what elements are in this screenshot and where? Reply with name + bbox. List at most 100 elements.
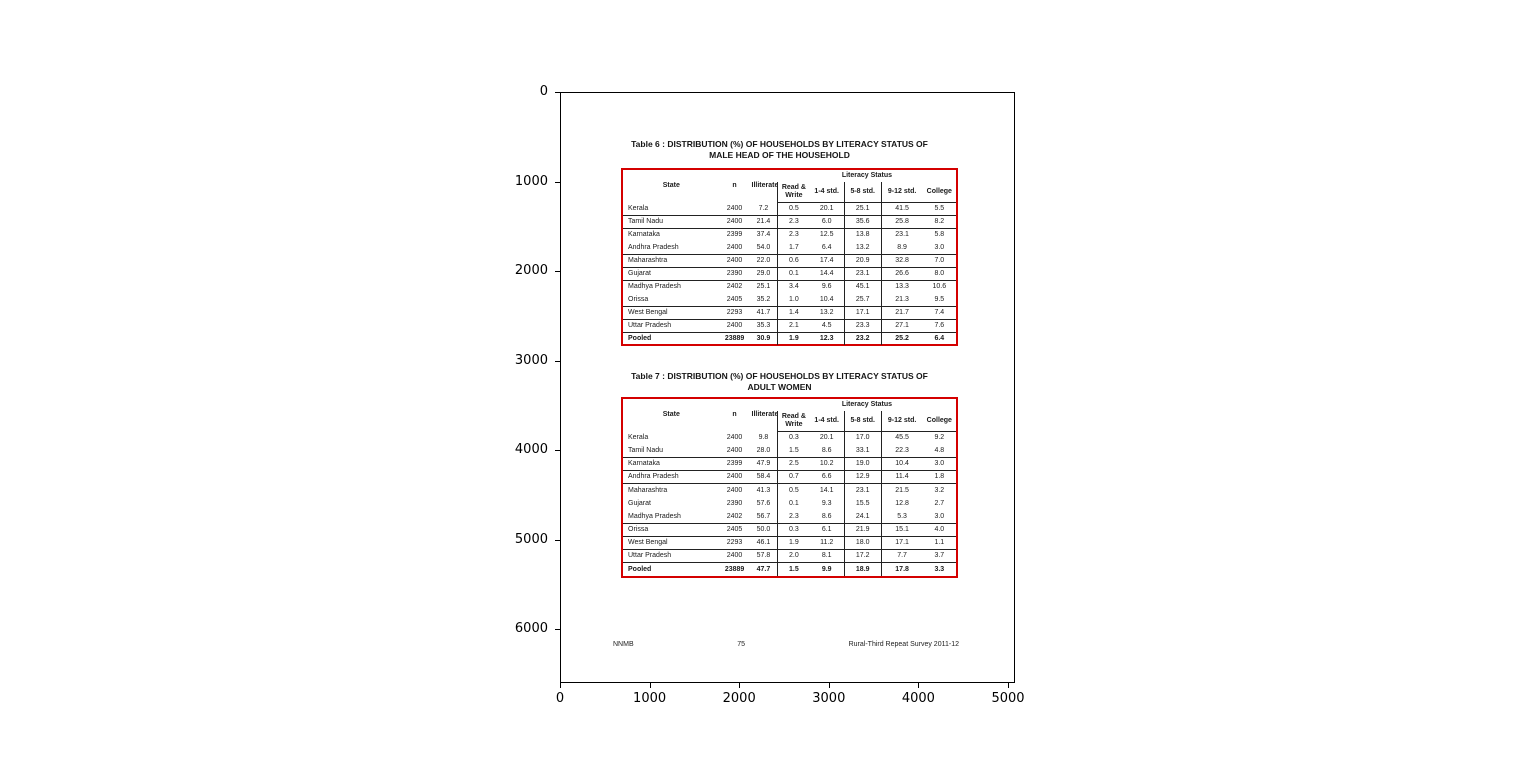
literacy-status-span-header: Literacy Status: [841, 401, 892, 409]
value-cell: 11.2: [809, 536, 845, 551]
state-name-cell: Uttar Pradesh: [623, 549, 720, 564]
table-row: Gujarat 2390 57.6 0.1 9.3 15.5 12.8 2.7: [623, 496, 956, 511]
value-cell: 30.9: [756, 335, 771, 342]
value-cell: 47.9: [749, 457, 778, 472]
table-row: Maharashtra 2400 41.3 0.5 14.1 23.1 21.5 3.2: [623, 483, 956, 497]
value-cell: 28.0: [749, 444, 778, 458]
value-cell: 0.5: [777, 483, 810, 497]
value-cell: 6.4: [809, 241, 845, 255]
value-cell: 2400: [726, 486, 743, 494]
footer-right: Rural-Third Repeat Survey 2011-12: [848, 641, 959, 648]
value-cell: 21.9: [843, 523, 882, 537]
value-cell: 1.4: [777, 306, 810, 320]
state-name-cell: Kerala: [623, 202, 720, 216]
table-row: Kerala 2400 7.2 0.5 20.1 25.1 41.5 5.5: [623, 202, 956, 216]
table-row: Maharashtra 2400 22.0 0.6 17.4 20.9 32.8 7.0: [623, 254, 956, 268]
value-cell: 3.0: [922, 457, 956, 472]
value-cell: 22.3: [880, 444, 923, 458]
state-name-cell: Tamil Nadu: [623, 444, 720, 458]
x-tick-label: 1000: [633, 691, 667, 706]
value-cell: 23.1: [880, 228, 923, 241]
value-cell: 2400: [719, 202, 750, 216]
table-row: Tamil Nadu 2400 28.0 1.5 8.6 33.1 22.3 4.8: [623, 444, 956, 458]
value-cell: 12.3: [819, 335, 834, 342]
value-cell: 2.1: [777, 319, 810, 333]
table-row: Karnataka 2399 37.4 2.3 12.5 13.8 23.1 5.8: [623, 228, 956, 241]
value-cell: 27.1: [880, 319, 923, 333]
value-cell: 2405: [719, 523, 750, 537]
value-cell: 14.4: [809, 267, 845, 281]
value-cell: 6.4: [934, 335, 945, 342]
column-header: College: [922, 411, 956, 432]
column-header: Read & Write: [777, 182, 810, 203]
value-cell: 2399: [719, 457, 750, 472]
value-cell: 13.3: [880, 280, 923, 293]
value-cell: 12.8: [880, 496, 923, 511]
value-cell: 13.8: [843, 228, 882, 241]
value-cell: 23.1: [843, 267, 882, 281]
value-cell: 13.2: [809, 306, 845, 320]
value-cell: 23889: [724, 335, 745, 342]
y-tick-mark: [555, 539, 560, 541]
value-cell: 2400: [719, 470, 750, 485]
scanned-document-page: Table 6 : DISTRIBUTION (%) OF HOUSEHOLDS…: [561, 93, 1014, 682]
column-header: Read & Write: [777, 411, 810, 432]
table6-title-line1: Table 6 : DISTRIBUTION (%) OF HOUSEHOLDS…: [631, 139, 928, 149]
value-cell: 23.1: [843, 483, 882, 497]
column-header: Illiterate: [751, 182, 778, 190]
y-tick-mark: [555, 181, 560, 183]
value-cell: 2.7: [934, 499, 945, 507]
value-cell: 9.9: [821, 565, 832, 573]
value-cell: 25.8: [880, 215, 923, 229]
value-cell: 21.3: [880, 293, 923, 307]
value-cell: 35.3: [749, 319, 778, 333]
table-row: Madhya Pradesh 2402 56.7 2.3 8.6 24.1 5.3 3.0: [623, 510, 956, 524]
column-header: Illiterate: [751, 411, 778, 419]
table-row: Orissa 2405 50.0 0.3 6.1 21.9 15.1 4.0: [623, 523, 956, 537]
value-cell: 29.0: [749, 267, 778, 281]
value-cell: 3.7: [922, 549, 956, 564]
value-cell: 0.7: [777, 470, 810, 485]
value-cell: 2293: [719, 536, 750, 551]
y-tick-label: 2000: [514, 263, 548, 278]
value-cell: 20.1: [809, 202, 845, 216]
value-cell: 6.1: [809, 523, 845, 537]
value-cell: 2293: [719, 306, 750, 320]
value-cell: 3.4: [777, 280, 810, 293]
y-tick-mark: [555, 360, 560, 362]
y-tick-mark: [555, 92, 560, 93]
state-name-cell: Kerala: [628, 433, 649, 441]
table6-title: Table 6 : DISTRIBUTION (%) OF HOUSEHOLDS…: [601, 139, 958, 161]
y-tick-mark: [555, 629, 560, 630]
value-cell: 10.4: [880, 457, 923, 472]
state-name-cell: Maharashtra: [623, 254, 720, 268]
value-cell: 58.4: [749, 470, 778, 485]
column-header: 5-8 std.: [843, 182, 882, 203]
value-cell: 46.1: [749, 536, 778, 551]
value-cell: 41.5: [880, 202, 923, 216]
value-cell: 1.9: [777, 332, 810, 345]
value-cell: 10.6: [932, 283, 947, 290]
value-cell: 23889: [724, 565, 745, 573]
state-name-cell: Karnataka: [628, 231, 660, 238]
value-cell: 2400: [726, 433, 743, 441]
table-row: Orissa 2405 35.2 1.0 10.4 25.7 21.3 9.5: [623, 293, 956, 307]
value-cell: 7.4: [922, 306, 956, 320]
value-cell: 4.5: [809, 319, 845, 333]
document-table: State n Illiterate Literacy Status Read & Wr…: [623, 170, 956, 345]
value-cell: 33.1: [843, 444, 882, 458]
literacy-table-male-head: State n Illiterate Literacy Status Read & Wr…: [621, 168, 958, 346]
value-cell: 2399: [726, 231, 743, 238]
table7-title-line1: Table 7 : DISTRIBUTION (%) OF HOUSEHOLDS…: [631, 371, 928, 381]
document-table: State n Illiterate Literacy Status Read & Wr…: [623, 399, 956, 576]
value-cell: 3.3: [934, 565, 945, 573]
x-tick-mark: [649, 683, 651, 688]
value-cell: 26.6: [880, 267, 923, 281]
value-cell: 22.0: [749, 254, 778, 268]
value-cell: 1.1: [922, 536, 956, 551]
value-cell: 3.0: [922, 510, 956, 524]
value-cell: 10.2: [809, 457, 845, 472]
x-tick-mark: [560, 683, 561, 688]
table-row: Tamil Nadu 2400 21.4 2.3 6.0 35.6 25.8 8.2: [623, 215, 956, 229]
value-cell: 9.2: [934, 434, 945, 442]
